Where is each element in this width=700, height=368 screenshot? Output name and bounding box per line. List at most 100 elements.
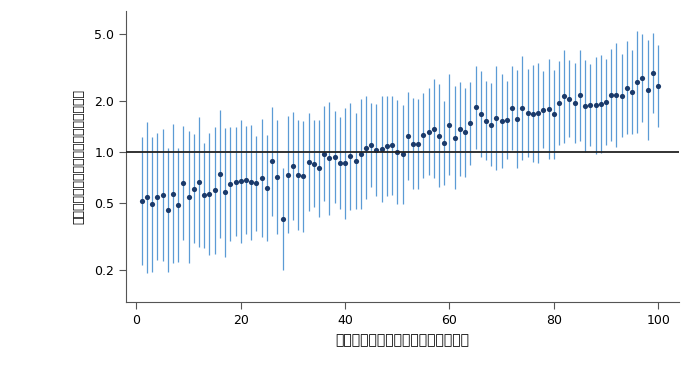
Point (350, 158, 361, 164)
Point (335, 160, 346, 166)
Point (538, 107, 549, 113)
Point (407, 141, 419, 146)
Point (491, 115, 502, 121)
Point (621, 85, 632, 91)
Point (439, 140, 450, 146)
Point (376, 146, 387, 152)
Point (183, 194, 194, 200)
Point (428, 126, 440, 132)
Point (251, 180, 262, 186)
Point (308, 161, 319, 167)
Point (314, 165, 325, 171)
Point (298, 173, 309, 179)
Point (517, 105, 528, 111)
Point (554, 100, 565, 106)
Point (220, 189, 231, 195)
Point (626, 89, 638, 95)
Point (418, 132, 429, 138)
Point (277, 216, 288, 222)
Point (365, 142, 377, 148)
Point (569, 100, 580, 106)
X-axis label: ポリジェニック・スコアの百分位数: ポリジェニック・スコアの百分位数 (335, 333, 470, 347)
Point (470, 104, 481, 110)
Point (564, 96, 575, 102)
Point (449, 135, 461, 141)
Point (584, 102, 596, 107)
Point (454, 126, 466, 132)
Point (444, 122, 455, 128)
Point (355, 151, 366, 157)
Point (631, 79, 643, 85)
Point (580, 103, 591, 109)
Point (246, 179, 257, 185)
Point (324, 156, 335, 162)
Point (344, 153, 356, 159)
Point (329, 154, 340, 160)
Point (606, 92, 617, 98)
Point (256, 175, 267, 181)
Point (559, 93, 570, 99)
Point (152, 194, 163, 199)
Point (136, 198, 147, 204)
Point (548, 112, 559, 117)
Point (433, 133, 444, 139)
Point (590, 102, 601, 108)
Point (412, 141, 423, 147)
Point (486, 122, 497, 128)
Point (648, 70, 659, 76)
Point (475, 111, 486, 117)
Point (214, 171, 225, 177)
Point (507, 105, 518, 111)
Point (465, 121, 476, 127)
Point (543, 106, 554, 112)
Point (173, 202, 184, 208)
Point (574, 92, 585, 98)
Point (167, 191, 178, 197)
Point (282, 171, 293, 177)
Point (402, 133, 413, 139)
Point (423, 129, 434, 135)
Point (303, 159, 314, 165)
Point (386, 142, 398, 148)
Point (637, 75, 648, 81)
Point (527, 111, 538, 117)
Point (272, 174, 283, 180)
Point (204, 191, 215, 197)
Point (652, 83, 664, 89)
Point (382, 143, 393, 149)
Point (267, 158, 278, 164)
Point (235, 178, 246, 184)
Point (141, 194, 153, 200)
Point (193, 179, 204, 185)
Point (595, 101, 606, 107)
Point (209, 187, 220, 193)
Point (496, 118, 507, 124)
Point (240, 177, 251, 183)
Point (287, 163, 298, 169)
Point (178, 180, 189, 186)
Point (480, 118, 491, 124)
Point (512, 116, 523, 122)
Point (459, 130, 470, 135)
Point (188, 186, 199, 192)
Point (397, 152, 408, 158)
Y-axis label: 中央値に対する早発卵巣不全のオッズ比: 中央値に対する早発卵巣不全のオッズ比 (73, 89, 86, 224)
Point (533, 110, 544, 116)
Point (162, 207, 174, 213)
Point (230, 179, 241, 185)
Point (501, 117, 512, 123)
Point (340, 160, 351, 166)
Point (522, 110, 533, 116)
Point (392, 149, 403, 155)
Point (616, 93, 627, 99)
Point (642, 88, 653, 93)
Point (371, 147, 382, 153)
Point (293, 172, 304, 178)
Point (199, 192, 210, 198)
Point (318, 151, 330, 156)
Point (146, 201, 158, 207)
Point (360, 145, 372, 151)
Point (157, 192, 168, 198)
Point (611, 92, 622, 98)
Point (261, 185, 272, 191)
